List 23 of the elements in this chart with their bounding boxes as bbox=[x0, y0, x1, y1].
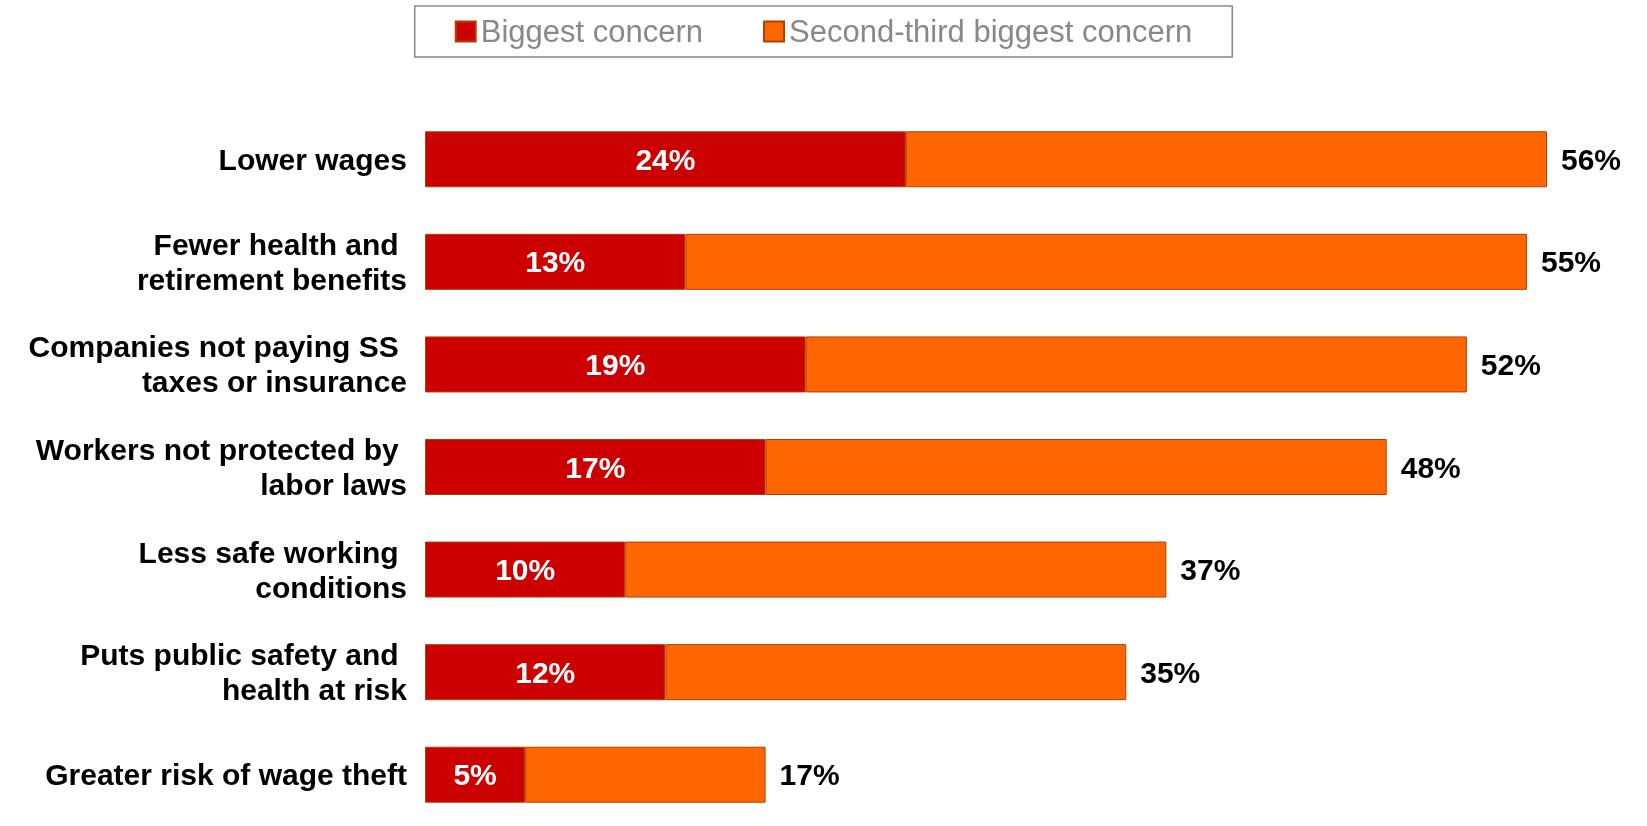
total-label: 35% bbox=[1140, 655, 1201, 689]
y-tick-label: Greater risk of wage theft bbox=[45, 758, 407, 792]
data-label: 13% bbox=[525, 245, 586, 279]
total-label: 17% bbox=[779, 758, 840, 792]
total-label: 37% bbox=[1180, 553, 1241, 587]
total-label: 52% bbox=[1480, 347, 1541, 381]
data-label: 12% bbox=[515, 655, 576, 689]
total-label: 56% bbox=[1561, 142, 1622, 176]
y-tick-label: Less safe working conditions bbox=[138, 535, 407, 604]
total-label: 55% bbox=[1540, 245, 1602, 279]
data-label: 17% bbox=[565, 450, 626, 484]
data-label: 10% bbox=[495, 553, 556, 587]
data-label: 5% bbox=[453, 758, 497, 792]
y-tick-label: Workers not protected by labor laws bbox=[35, 433, 407, 501]
legend-label: Biggest concern bbox=[480, 14, 704, 49]
total-label: 48% bbox=[1400, 450, 1461, 484]
y-tick-label: Companies not paying SS taxes or insurance bbox=[28, 330, 407, 399]
data-label: 19% bbox=[585, 347, 646, 381]
data-label: 24% bbox=[635, 142, 696, 176]
y-tick-label: Fewer health and retirement benefits bbox=[136, 227, 407, 296]
y-tick-label: Lower wages bbox=[218, 142, 407, 176]
legend-label: Second-third biggest concern bbox=[789, 14, 1193, 49]
y-tick-label: Puts public safety and health at risk bbox=[80, 638, 408, 707]
